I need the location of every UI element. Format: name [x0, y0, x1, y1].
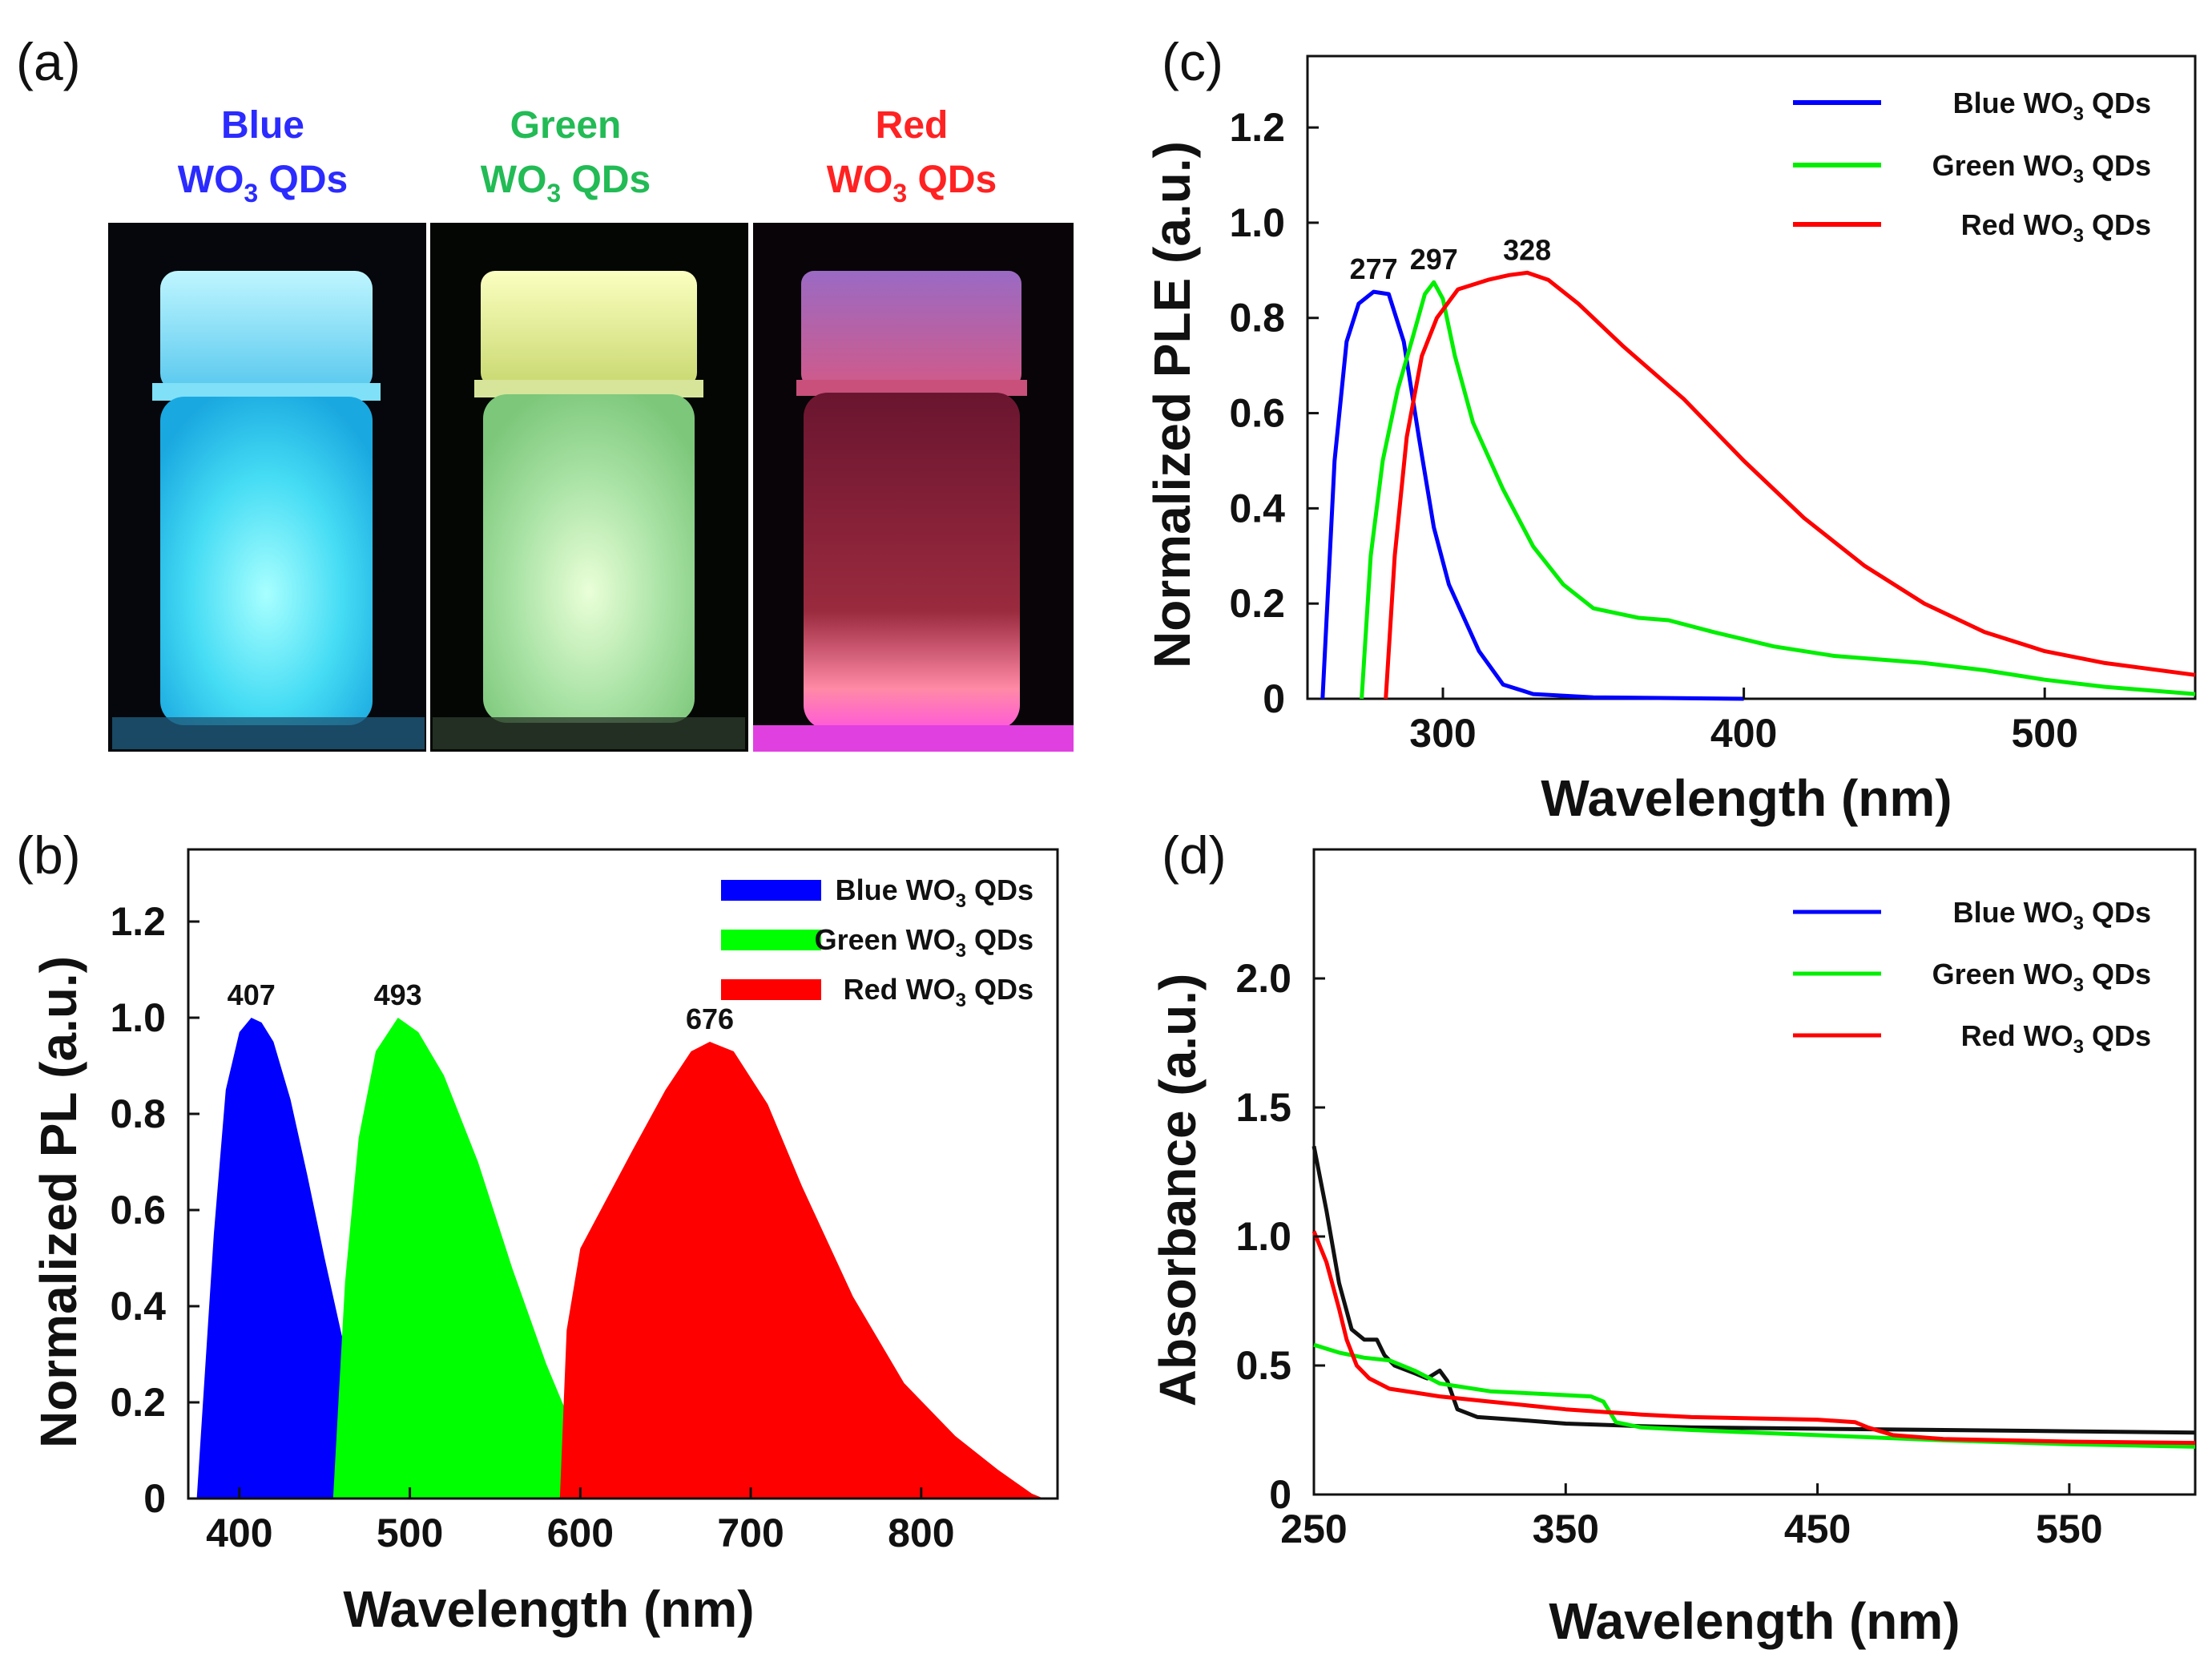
y-tick-label: 0	[1263, 676, 1285, 721]
peak-label: 297	[1410, 243, 1458, 276]
x-axis-label-c: Wavelength (nm)	[1541, 769, 1952, 827]
x-tick-label: 400	[1710, 711, 1777, 756]
legend-entry-green-c: Green WO3 QDs	[1932, 149, 2151, 188]
x-tick-label: 400	[206, 1511, 272, 1555]
legend-d: Blue WO3 QDs Green WO3 QDs Red WO3 QDs	[1793, 896, 2151, 1058]
y-tick-label: 0.2	[1229, 581, 1285, 626]
y-axis-label-c: Normalized PLE (a.u.)	[1143, 141, 1201, 668]
y-tick-label: 1.5	[1235, 1085, 1291, 1130]
legend-entry-green-d: Green WO3 QDs	[1932, 958, 2151, 996]
x-tick-label: 700	[717, 1511, 784, 1555]
legend-entry-blue-b: Blue WO3 QDs	[836, 873, 1033, 912]
series-lines-d	[1311, 1145, 2196, 1449]
ticks-d: 250 350 450 550 0 0.5 1.0 1.5 2.0	[1235, 956, 2102, 1551]
legend-entry-red-c: Red WO3 QDs	[1961, 208, 2151, 247]
series-line-green-d	[1313, 1342, 2196, 1449]
axes-frame-b	[187, 848, 1059, 1500]
x-tick-label: 300	[1409, 711, 1476, 756]
panel-label-a: (a)	[16, 32, 81, 91]
y-tick-label: 2.0	[1235, 956, 1291, 1001]
vial-title-blue: Blue WO3 QDs	[178, 104, 348, 208]
y-tick-label: 1.2	[1229, 105, 1285, 150]
x-tick-label: 500	[377, 1511, 443, 1555]
series-line-blue-c	[1320, 289, 1744, 701]
y-tick-label: 0.2	[110, 1380, 166, 1425]
peak-label: 493	[374, 978, 422, 1011]
series-line-red-c	[1384, 270, 2196, 700]
y-tick-label: 1.0	[110, 995, 166, 1040]
peak-label: 277	[1350, 252, 1398, 285]
vial-title-green: Green WO3 QDs	[481, 104, 651, 208]
series-lines-c	[1320, 270, 2196, 701]
legend-entry-green-b: Green WO3 QDs	[815, 923, 1033, 962]
vial-photo-green	[430, 223, 748, 752]
x-tick-label: 500	[2011, 711, 2077, 756]
vial-photo-red	[753, 223, 1074, 752]
series-area-green-b	[332, 1018, 618, 1499]
y-tick-label: 0.5	[1235, 1343, 1291, 1388]
y-tick-label: 0.6	[110, 1188, 166, 1232]
y-axis-label-d: Absorbance (a.u.)	[1149, 974, 1207, 1407]
legend-swatch-red-b	[721, 979, 821, 1000]
legend-b: Blue WO3 QDs Green WO3 QDs Red WO3 QDs	[721, 873, 1033, 1011]
vial-formula-green: WO3 QDs	[481, 159, 651, 208]
x-tick-label: 350	[1533, 1507, 1599, 1551]
panel-label-d: (d)	[1162, 825, 1227, 885]
legend-swatch-green-b	[721, 930, 821, 950]
ticks-b: 400 500 600 700 800 0 0.2 0.4 0.6 0.8 1.0 1.2	[110, 899, 954, 1555]
chart-c: 300 400 500 0 0.2 0.4 0.6 0.8 1.0 1.2 277 297 328 W…	[1143, 54, 2197, 827]
x-tick-label: 600	[547, 1511, 614, 1555]
panel-label-b: (b)	[16, 825, 81, 885]
series-line-green-c	[1360, 280, 2196, 700]
legend-entry-red-b: Red WO3 QDs	[844, 973, 1033, 1011]
vial-name-blue: Blue	[221, 104, 304, 147]
peak-label: 328	[1503, 233, 1551, 266]
legend-swatch-blue-b	[721, 880, 821, 901]
series-line-blue-d	[1311, 1145, 2196, 1435]
peak-label: 407	[228, 978, 276, 1011]
y-tick-label: 0	[143, 1476, 166, 1521]
series-area-red-b	[559, 1042, 1044, 1499]
y-tick-label: 0.8	[110, 1091, 166, 1136]
y-tick-label: 0.4	[110, 1284, 166, 1329]
peak-labels-c: 277 297 328	[1350, 233, 1552, 285]
vial-formula-red: WO3 QDs	[827, 159, 997, 208]
y-axis-label-b: Normalized PL (a.u.)	[30, 956, 87, 1448]
x-tick-label: 800	[888, 1511, 954, 1555]
y-tick-label: 0	[1269, 1472, 1291, 1517]
legend-c: Blue WO3 QDs Green WO3 QDs Red WO3 QDs	[1793, 87, 2151, 247]
vial-name-green: Green	[510, 104, 622, 147]
peak-label: 676	[686, 1002, 734, 1035]
x-tick-label: 550	[2036, 1507, 2102, 1551]
vial-photo-blue	[108, 223, 426, 752]
vial-name-red: Red	[876, 104, 949, 147]
y-tick-label: 0.4	[1229, 486, 1285, 530]
series-areas-b	[196, 1018, 1044, 1499]
chart-d: 250 350 450 550 0 0.5 1.0 1.5 2.0 Wavelength (nm…	[1149, 848, 2197, 1650]
legend-entry-red-d: Red WO3 QDs	[1961, 1019, 2151, 1058]
panel-label-c: (c)	[1162, 32, 1223, 91]
y-tick-label: 1.2	[110, 899, 166, 944]
vial-title-red: Red WO3 QDs	[827, 104, 997, 208]
x-tick-label: 450	[1784, 1507, 1851, 1551]
y-tick-label: 1.0	[1235, 1214, 1291, 1259]
vial-formula-blue: WO3 QDs	[178, 159, 348, 208]
x-axis-label-d: Wavelength (nm)	[1549, 1592, 1960, 1650]
y-tick-label: 0.8	[1229, 296, 1285, 341]
axes-frame-d	[1312, 848, 2197, 1496]
peak-labels-b: 407 493 676	[228, 978, 734, 1035]
y-tick-label: 0.6	[1229, 391, 1285, 436]
x-tick-label: 250	[1280, 1507, 1347, 1551]
ticks-c: 300 400 500 0 0.2 0.4 0.6 0.8 1.0 1.2	[1229, 105, 2077, 756]
y-tick-label: 1.0	[1229, 200, 1285, 245]
x-axis-label-b: Wavelength (nm)	[343, 1580, 754, 1638]
legend-entry-blue-d: Blue WO3 QDs	[1953, 896, 2151, 934]
axes-frame-c	[1306, 54, 2197, 700]
series-line-red-d	[1311, 1230, 2196, 1446]
chart-b: 400 500 600 700 800 0 0.2 0.4 0.6 0.8 1.0 1.2 407 49…	[30, 848, 1059, 1638]
legend-entry-blue-c: Blue WO3 QDs	[1953, 87, 2151, 125]
